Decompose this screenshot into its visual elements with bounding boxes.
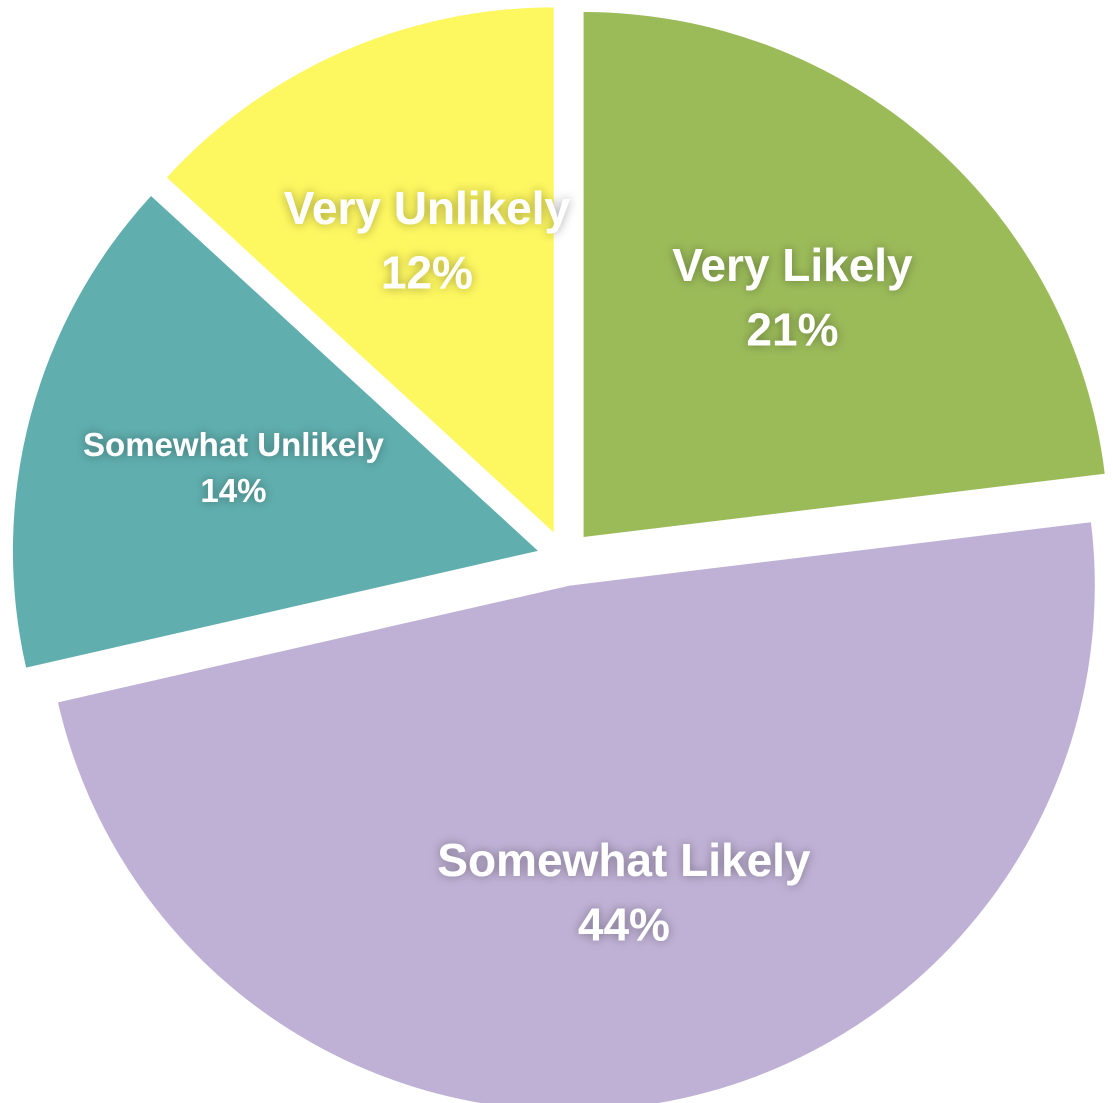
pie-slice — [166, 7, 554, 533]
slice-label: Somewhat Unlikely — [83, 426, 384, 463]
pie-slice — [57, 522, 1095, 1103]
slice-value-label: 44% — [578, 898, 670, 950]
slice-value-label: 12% — [381, 246, 473, 298]
pie-slice — [583, 12, 1105, 538]
slice-value-label: 21% — [746, 304, 838, 356]
slice-label: Somewhat Likely — [437, 834, 811, 886]
slice-label: Very Likely — [672, 239, 913, 291]
slice-label: Very Unlikely — [284, 182, 571, 234]
pie-slice — [12, 195, 538, 668]
slice-value-label: 14% — [200, 472, 266, 509]
